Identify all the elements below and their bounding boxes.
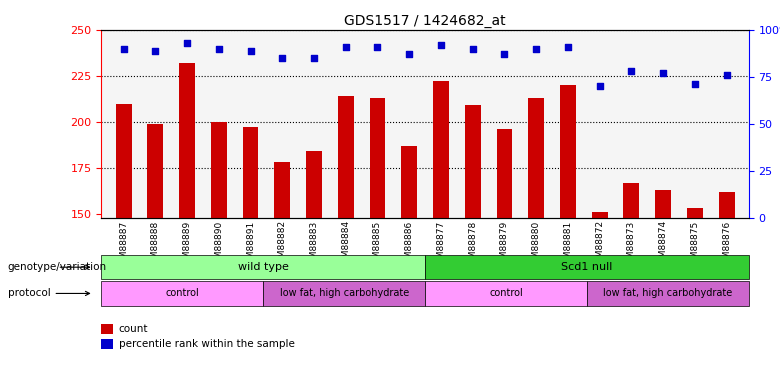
Bar: [465, 105, 480, 218]
Point: [721, 72, 733, 78]
Text: wild type: wild type: [238, 262, 289, 272]
Bar: [528, 98, 544, 218]
Bar: [243, 128, 258, 218]
Bar: [560, 85, 576, 218]
Point: [530, 46, 542, 52]
Bar: [718, 192, 735, 217]
Point: [434, 42, 447, 48]
Text: count: count: [119, 324, 148, 334]
Bar: [275, 162, 290, 218]
Text: control: control: [489, 288, 523, 298]
FancyBboxPatch shape: [587, 281, 749, 306]
FancyBboxPatch shape: [101, 281, 264, 306]
FancyBboxPatch shape: [264, 281, 425, 306]
Text: Scd1 null: Scd1 null: [562, 262, 612, 272]
Bar: [623, 183, 640, 218]
Point: [562, 44, 574, 50]
Point: [625, 68, 637, 74]
Bar: [655, 190, 671, 217]
Text: protocol: protocol: [8, 288, 90, 298]
Point: [276, 55, 289, 61]
Title: GDS1517 / 1424682_at: GDS1517 / 1424682_at: [344, 13, 506, 28]
Bar: [687, 208, 703, 218]
Point: [213, 46, 225, 52]
Point: [466, 46, 479, 52]
Text: low fat, high carbohydrate: low fat, high carbohydrate: [279, 288, 409, 298]
Point: [403, 51, 416, 57]
Text: genotype/variation: genotype/variation: [8, 262, 107, 272]
Bar: [338, 96, 353, 218]
Point: [244, 48, 257, 54]
Bar: [179, 63, 195, 217]
Point: [339, 44, 352, 50]
Bar: [306, 152, 322, 217]
FancyBboxPatch shape: [425, 281, 587, 306]
Bar: [101, 339, 113, 349]
Bar: [101, 324, 113, 334]
Point: [117, 46, 129, 52]
Bar: [592, 212, 608, 217]
Text: control: control: [165, 288, 199, 298]
Bar: [147, 124, 163, 218]
Text: low fat, high carbohydrate: low fat, high carbohydrate: [603, 288, 732, 298]
FancyBboxPatch shape: [425, 255, 749, 279]
Point: [308, 55, 321, 61]
Bar: [401, 146, 417, 218]
Bar: [433, 81, 449, 218]
Point: [371, 44, 384, 50]
Point: [689, 81, 701, 87]
Point: [594, 83, 606, 89]
Bar: [115, 104, 132, 218]
Bar: [370, 98, 385, 218]
Point: [657, 70, 669, 76]
FancyBboxPatch shape: [101, 255, 425, 279]
Point: [149, 48, 161, 54]
Point: [498, 51, 511, 57]
Point: [181, 40, 193, 46]
Bar: [497, 129, 512, 218]
Bar: [211, 122, 227, 218]
Text: percentile rank within the sample: percentile rank within the sample: [119, 339, 294, 349]
